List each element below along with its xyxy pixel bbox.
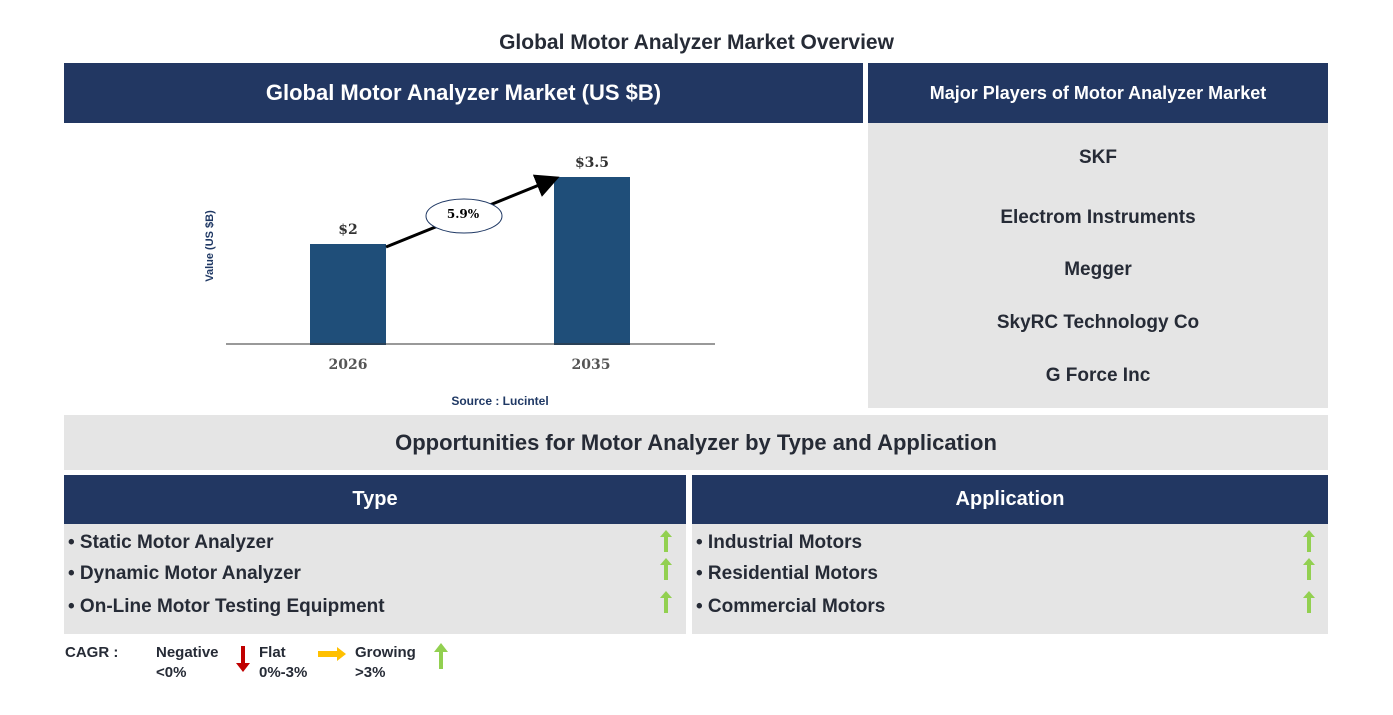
- legend-negative: Negative <0%: [156, 643, 219, 683]
- bar-2026: [310, 244, 386, 345]
- player-item: SkyRC Technology Co: [996, 312, 1200, 333]
- x-tick-2035: 2035: [571, 357, 611, 373]
- x-tick-2026: 2026: [328, 357, 368, 373]
- opportunities-banner: Opportunities for Motor Analyzer by Type…: [64, 415, 1328, 470]
- bar-value-label-2026: $2: [338, 222, 358, 238]
- bar-value-label-2035: $3.5: [574, 155, 610, 171]
- growing-arrow-icon: [1303, 558, 1315, 580]
- legend-negative-label: Negative: [156, 644, 219, 661]
- type-header: Type: [64, 475, 686, 524]
- legend-flat-range: 0%-3%: [259, 664, 308, 681]
- players-list: SKF Electrom Instruments Megger SkyRC Te…: [868, 123, 1328, 408]
- legend-growing: Growing >3%: [355, 643, 416, 683]
- growing-arrow-icon: [1303, 591, 1315, 613]
- cagr-bubble: [425, 198, 503, 234]
- application-item: • Industrial Motors: [696, 532, 863, 553]
- player-item: Electrom Instruments: [1000, 207, 1196, 228]
- legend-negative-range: <0%: [156, 664, 187, 681]
- growing-arrow-icon: [1303, 530, 1315, 552]
- type-item: • Static Motor Analyzer: [68, 532, 274, 553]
- type-item: • Dynamic Motor Analyzer: [68, 563, 301, 584]
- growing-arrow-icon: [660, 530, 672, 552]
- legend-growing-range: >3%: [355, 664, 386, 681]
- player-item: SKF: [1079, 147, 1117, 168]
- type-list: • Static Motor Analyzer • Dynamic Motor …: [64, 524, 686, 634]
- legend-cagr-label: CAGR :: [65, 644, 119, 661]
- flat-arrow-icon: [318, 647, 346, 661]
- bar-chart: [64, 123, 863, 413]
- cagr-value-label: 5.9%: [446, 207, 480, 221]
- chart-svg: [226, 174, 715, 345]
- application-header: Application: [692, 475, 1328, 524]
- growing-arrow-icon: [660, 558, 672, 580]
- growing-arrow-icon: [434, 643, 448, 669]
- chart-panel-header: Global Motor Analyzer Market (US $B): [64, 63, 863, 123]
- legend-flat-label: Flat: [259, 644, 286, 661]
- type-item: • On-Line Motor Testing Equipment: [68, 596, 385, 617]
- legend-growing-label: Growing: [355, 644, 416, 661]
- application-item: • Residential Motors: [696, 563, 878, 584]
- legend-flat: Flat 0%-3%: [259, 643, 307, 683]
- y-axis-label: Value (US $B): [204, 210, 216, 282]
- negative-arrow-icon: [236, 646, 250, 672]
- player-item: Megger: [1064, 259, 1132, 280]
- bar-2035: [554, 177, 630, 345]
- player-item: G Force Inc: [1045, 365, 1151, 386]
- application-item: • Commercial Motors: [696, 596, 886, 617]
- page-title: Global Motor Analyzer Market Overview: [499, 31, 894, 54]
- source-label: Source : Lucintel: [451, 394, 549, 408]
- application-list: • Industrial Motors • Residential Motors…: [692, 524, 1328, 634]
- growing-arrow-icon: [660, 591, 672, 613]
- players-panel-header: Major Players of Motor Analyzer Market: [868, 63, 1328, 123]
